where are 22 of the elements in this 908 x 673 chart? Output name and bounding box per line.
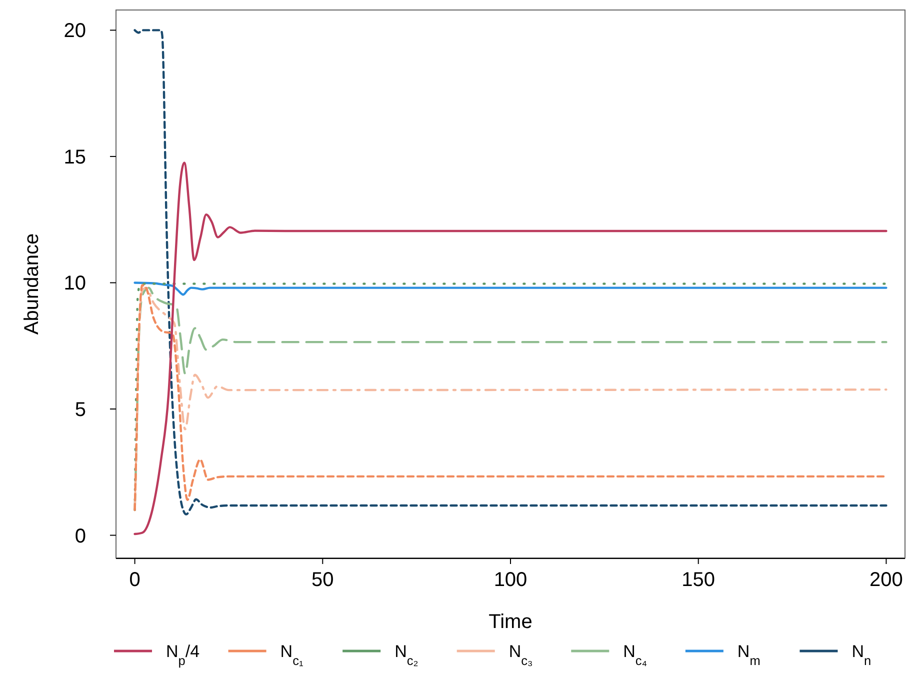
legend-label: N$_{c₄}$ [623, 642, 648, 668]
y-tick-label: 0 [74, 525, 86, 548]
y-tick-label: 5 [74, 399, 86, 422]
x-tick-label: 200 [870, 569, 903, 591]
legend-label: N$_{c₁}$ [280, 642, 304, 668]
y-tick-label: 10 [64, 272, 86, 295]
legend-label: N$_{p}$/4 [166, 642, 200, 668]
legend-label: N$_{c₃}$ [508, 642, 533, 668]
x-tick-label: 150 [682, 569, 716, 591]
y-tick-label: 20 [64, 20, 86, 42]
legend-label: N$_{m}$ [737, 642, 760, 668]
line-series [134, 282, 888, 296]
line-series [134, 29, 888, 516]
x-axis-title: Time [488, 611, 532, 633]
x-tick-label: 50 [312, 569, 334, 591]
x-tick-label: 0 [129, 569, 140, 591]
legend-label: N$_{c₂}$ [394, 642, 418, 668]
legend-label: N$_{n}$ [852, 642, 872, 668]
x-tick-label: 100 [494, 569, 528, 591]
y-axis-title: Abundance [21, 233, 43, 335]
y-tick-label: 15 [64, 146, 86, 168]
line-series [134, 162, 888, 536]
